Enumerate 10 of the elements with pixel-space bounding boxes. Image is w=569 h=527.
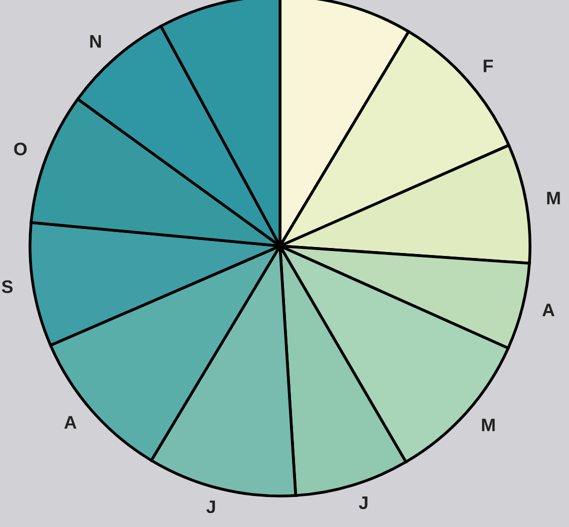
slice-label: N [90, 35, 101, 48]
slice-label: O [14, 142, 27, 156]
slice-label: M [482, 418, 495, 432]
slice-label: S [2, 280, 13, 294]
slice-label: M [547, 192, 560, 204]
slice-label: F [484, 60, 493, 72]
slice-label: A [542, 304, 554, 316]
slice-label: J [358, 496, 368, 510]
slice-label: A [64, 416, 76, 429]
slice-label: J [206, 500, 215, 514]
